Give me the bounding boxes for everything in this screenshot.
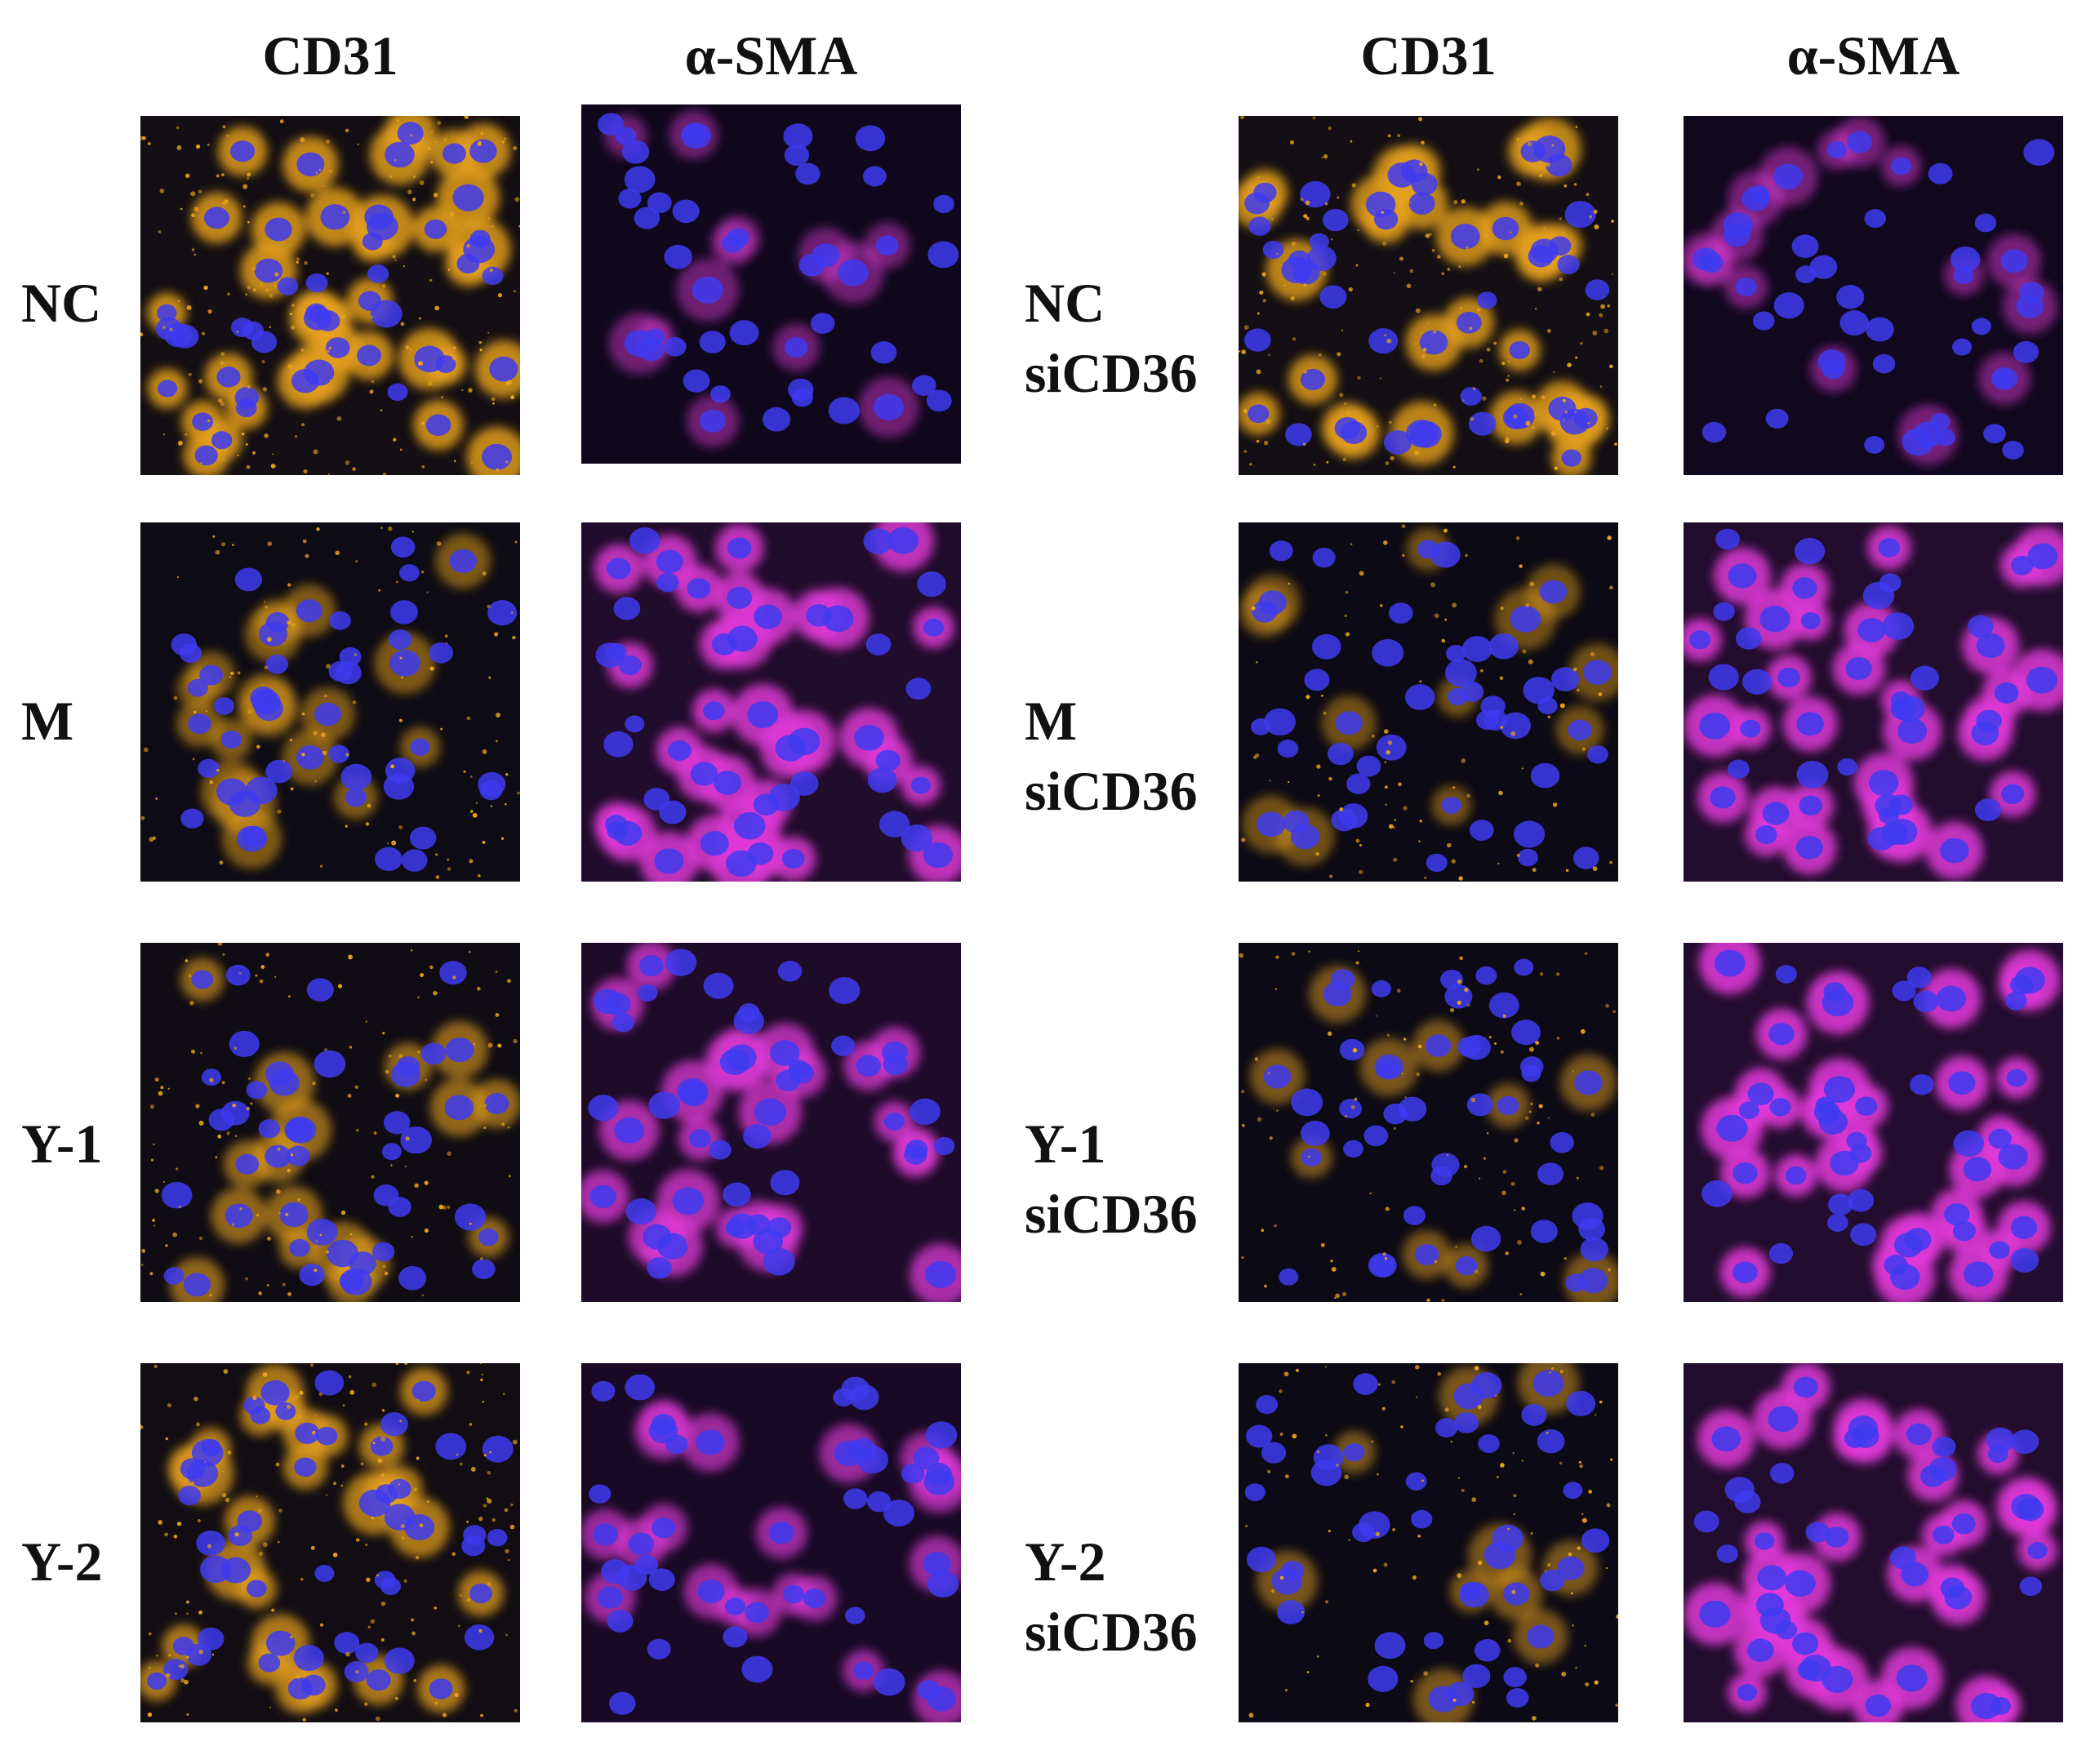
header-right-cd31: CD31 [1360,24,1497,87]
micrograph-cd31 [1239,116,1618,475]
row-label-m: M [21,690,74,752]
panel-y1-sicd36-alpha-sma [1684,943,2063,1302]
nuclei [1688,528,2058,864]
panel-background [1239,1363,1618,1722]
micrograph-cd31 [1239,943,1618,1302]
panel-m-sicd36-cd31 [1239,522,1618,882]
row-label-nc: NC [21,272,102,334]
header-left-cd31: CD31 [262,24,398,87]
row-label-y1-sicd36: Y-1 siCD36 [1025,1113,1198,1245]
nuclei [1244,1370,1610,1713]
micrograph-cd31 [1239,522,1618,882]
panel-nc-alpha-sma [581,104,961,464]
micrograph-cd31 [140,943,520,1302]
panel-y2-alpha-sma [581,1363,961,1722]
row-label-y2: Y-2 [21,1531,103,1593]
nuclei [598,113,959,433]
micrograph-sma [1684,1363,2063,1722]
micrograph-sma [581,943,961,1302]
stain-speckles [140,1363,518,1722]
stain-speckles [140,526,520,879]
panel-m-sicd36-alpha-sma [1684,522,2063,882]
nuclei [1693,1376,2048,1719]
stain-speckles [1245,1365,1618,1721]
nuclei [1251,540,1612,873]
panel-y2-sicd36-alpha-sma [1684,1363,2063,1722]
stain-speckles [1241,524,1613,881]
nuclei [161,961,509,1297]
nuclei [155,122,518,470]
panel-y2-sicd36-cd31 [1239,1363,1618,1722]
micrograph-sma [1684,943,2063,1302]
nuclei [146,1370,514,1700]
header-left-alpha-sma: α-SMA [684,24,858,87]
micrograph-sma [1684,116,2063,475]
nuclei [1692,131,2055,460]
nuclei [589,1374,959,1715]
panel-y1-alpha-sma [581,943,961,1302]
panel-m-alpha-sma [581,522,961,882]
micrograph-sma [581,522,961,882]
header-right-alpha-sma: α-SMA [1786,24,1960,87]
panel-y2-cd31 [140,1363,520,1722]
nuclei [595,527,954,878]
nuclei [1243,136,1610,467]
stain-speckles [140,116,520,475]
micrograph-cd31 [1239,1363,1618,1722]
panel-nc-sicd36-cd31 [1239,116,1618,475]
panel-y1-cd31 [140,943,520,1302]
row-label-y1: Y-1 [21,1113,103,1175]
panel-nc-cd31 [140,116,520,475]
stain-speckles [1239,950,1616,1302]
micrograph-sma [581,1363,961,1722]
panel-nc-sicd36-alpha-sma [1684,116,2063,475]
micrograph-cd31 [140,116,520,475]
panel-y1-sicd36-cd31 [1239,943,1618,1302]
nuclei [1701,949,2045,1290]
nuclei [588,949,957,1288]
micrograph-cd31 [140,1363,520,1722]
stain-speckles [140,943,518,1297]
nuclei [171,536,518,872]
micrograph-sma [1684,522,2063,882]
micrograph-sma [581,104,961,464]
row-label-nc-sicd36: NC siCD36 [1025,272,1198,404]
micrograph-cd31 [140,522,520,882]
panel-m-cd31 [140,522,520,882]
row-label-y2-sicd36: Y-2 siCD36 [1025,1531,1198,1663]
stain-speckles [1239,116,1617,470]
